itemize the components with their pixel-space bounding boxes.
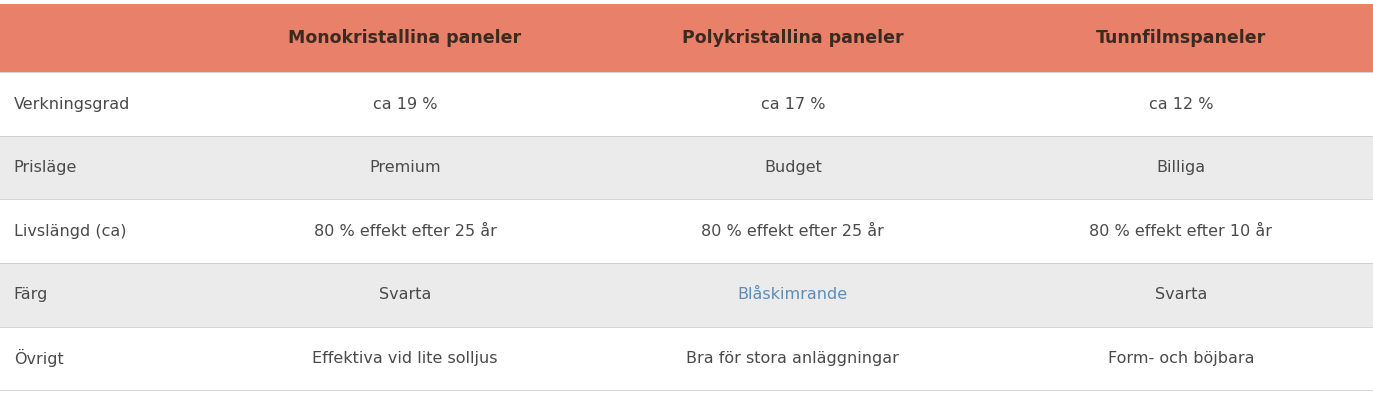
Bar — [0, 136, 213, 199]
Bar — [213, 263, 597, 327]
Text: Svarta: Svarta — [1155, 287, 1207, 302]
Text: Livslängd (ca): Livslängd (ca) — [14, 224, 126, 239]
Bar — [213, 4, 597, 72]
Text: Form- och böjbara: Form- och böjbara — [1108, 351, 1254, 366]
Bar — [989, 327, 1373, 390]
Bar — [597, 327, 989, 390]
Text: 80 % effekt efter 25 år: 80 % effekt efter 25 år — [313, 224, 497, 239]
Text: ca 17 %: ca 17 % — [761, 97, 825, 112]
Bar — [213, 327, 597, 390]
Text: Tunnfilmspaneler: Tunnfilmspaneler — [1096, 29, 1266, 47]
Text: Verkningsgrad: Verkningsgrad — [14, 97, 130, 112]
Text: ca 19 %: ca 19 % — [373, 97, 437, 112]
Bar — [0, 263, 213, 327]
Text: ca 12 %: ca 12 % — [1149, 97, 1212, 112]
Text: Övrigt: Övrigt — [14, 349, 63, 367]
Bar — [597, 4, 989, 72]
Text: 80 % effekt efter 10 år: 80 % effekt efter 10 år — [1089, 224, 1273, 239]
Bar — [0, 199, 213, 263]
Bar — [989, 263, 1373, 327]
Bar — [0, 4, 213, 72]
Text: Färg: Färg — [14, 287, 48, 302]
Text: Billiga: Billiga — [1156, 160, 1205, 175]
Text: Premium: Premium — [369, 160, 441, 175]
Text: Blåskimrande: Blåskimrande — [737, 287, 849, 302]
Bar — [0, 72, 213, 136]
Bar — [213, 72, 597, 136]
Text: Svarta: Svarta — [379, 287, 431, 302]
Bar — [989, 4, 1373, 72]
Bar — [0, 327, 213, 390]
Text: Monokristallina paneler: Monokristallina paneler — [288, 29, 522, 47]
Bar — [989, 72, 1373, 136]
Bar — [597, 136, 989, 199]
Bar — [989, 136, 1373, 199]
Bar — [597, 199, 989, 263]
Text: Bra för stora anläggningar: Bra för stora anläggningar — [686, 351, 899, 366]
Text: Budget: Budget — [763, 160, 822, 175]
Text: Prisläge: Prisläge — [14, 160, 77, 175]
Text: 80 % effekt efter 25 år: 80 % effekt efter 25 år — [702, 224, 884, 239]
Text: Polykristallina paneler: Polykristallina paneler — [682, 29, 903, 47]
Bar — [597, 263, 989, 327]
Bar — [597, 72, 989, 136]
Bar — [213, 199, 597, 263]
Bar — [213, 136, 597, 199]
Bar — [989, 199, 1373, 263]
Text: Effektiva vid lite solljus: Effektiva vid lite solljus — [312, 351, 498, 366]
